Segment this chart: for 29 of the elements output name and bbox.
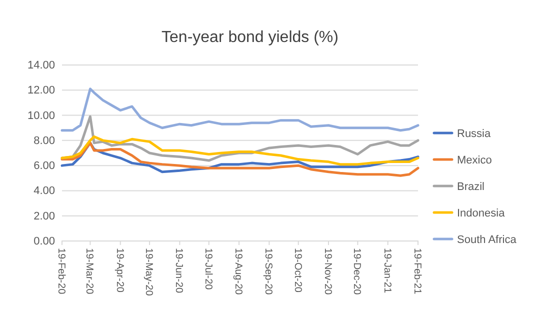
legend-label: Russia bbox=[457, 128, 492, 140]
line-series bbox=[60, 88, 420, 132]
x-tick-label: 19-Jul-20 bbox=[202, 248, 214, 290]
x-tick-label: 19-Jun-20 bbox=[173, 248, 184, 294]
legend-label: Indonesia bbox=[457, 207, 506, 220]
chart-title: Ten-year bond yields (%) bbox=[162, 29, 338, 46]
y-tick-label: 2.00 bbox=[34, 210, 55, 222]
y-tick-label: 0.00 bbox=[34, 236, 55, 248]
x-tick-label: 19-Feb-20 bbox=[56, 248, 66, 295]
x-tick-label: 19-Feb-21 bbox=[412, 248, 422, 295]
x-tick-label: 19-May-20 bbox=[143, 248, 154, 296]
x-tick-label: 19-Apr-20 bbox=[114, 248, 125, 293]
x-tick-label: 19-Mar-20 bbox=[84, 248, 95, 295]
y-tick-label: 6.00 bbox=[34, 160, 55, 172]
y-tick-label: 14.00 bbox=[27, 60, 55, 72]
x-tick-label: 19-Dec-20 bbox=[351, 248, 362, 296]
y-tick-label: 12.00 bbox=[27, 84, 55, 97]
legend-label: Brazil bbox=[457, 180, 485, 193]
y-tick-label: 10.00 bbox=[27, 110, 55, 122]
x-tick-label: 19-Nov-20 bbox=[322, 248, 334, 296]
legend-label: Mexico bbox=[457, 154, 492, 166]
x-tick-label: 19-Jan-21 bbox=[381, 248, 392, 294]
x-tick-label: 19-Aug-20 bbox=[232, 248, 244, 296]
legend-label: South Africa bbox=[457, 234, 518, 246]
x-tick-label: 19-Sep-20 bbox=[262, 248, 274, 296]
x-tick-label: 19-Oct-20 bbox=[292, 248, 303, 293]
y-tick-label: 8.00 bbox=[34, 134, 55, 147]
line-series bbox=[60, 135, 420, 166]
y-tick-label: 4.00 bbox=[34, 185, 55, 198]
